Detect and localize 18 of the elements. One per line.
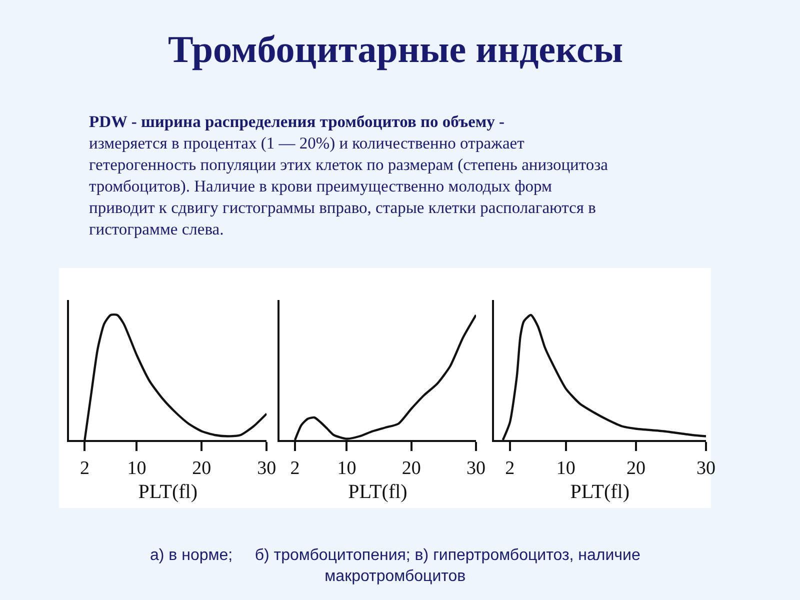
x-tick-label: 10 bbox=[556, 458, 576, 479]
x-axis-title: PLT(fl) bbox=[348, 480, 408, 503]
x-axis-title: PLT(fl) bbox=[570, 480, 630, 503]
x-tick-label: 30 bbox=[257, 458, 276, 479]
x-tick-label: 20 bbox=[626, 458, 646, 479]
x-tick-label: 10 bbox=[127, 458, 146, 479]
x-axis-title: PLT(fl) bbox=[138, 480, 198, 503]
x-tick-label: 2 bbox=[80, 458, 90, 479]
x-tick-label: 2 bbox=[505, 458, 515, 479]
text: PDW - ширина распределения тромбоцитов по объему - измеряется в процентах (1 — 20%) и количественно отражает гетерогенность популяции этих клеток по размерам (степень анизоцитоза тромбоцитов). Наличие в крови преимущественно молодых форм приводит к сдвигу гистограммы вправо, старые клетки располагаются в гистограмме слева. bbox=[89, 112, 609, 238]
text: Тромбоцитарные индексы bbox=[168, 29, 624, 71]
x-tick-label: 30 bbox=[466, 458, 486, 479]
x-tick-label: 20 bbox=[192, 458, 212, 479]
x-tick-label: 30 bbox=[696, 458, 716, 479]
x-tick-label: 20 bbox=[402, 458, 421, 479]
x-tick-label: 2 bbox=[290, 458, 300, 479]
x-tick-label: 10 bbox=[337, 458, 356, 479]
text: а) в норме; б) тромбоцитопения; в) гипертромбоцитоз, наличие макротромбоцитов bbox=[150, 547, 640, 585]
